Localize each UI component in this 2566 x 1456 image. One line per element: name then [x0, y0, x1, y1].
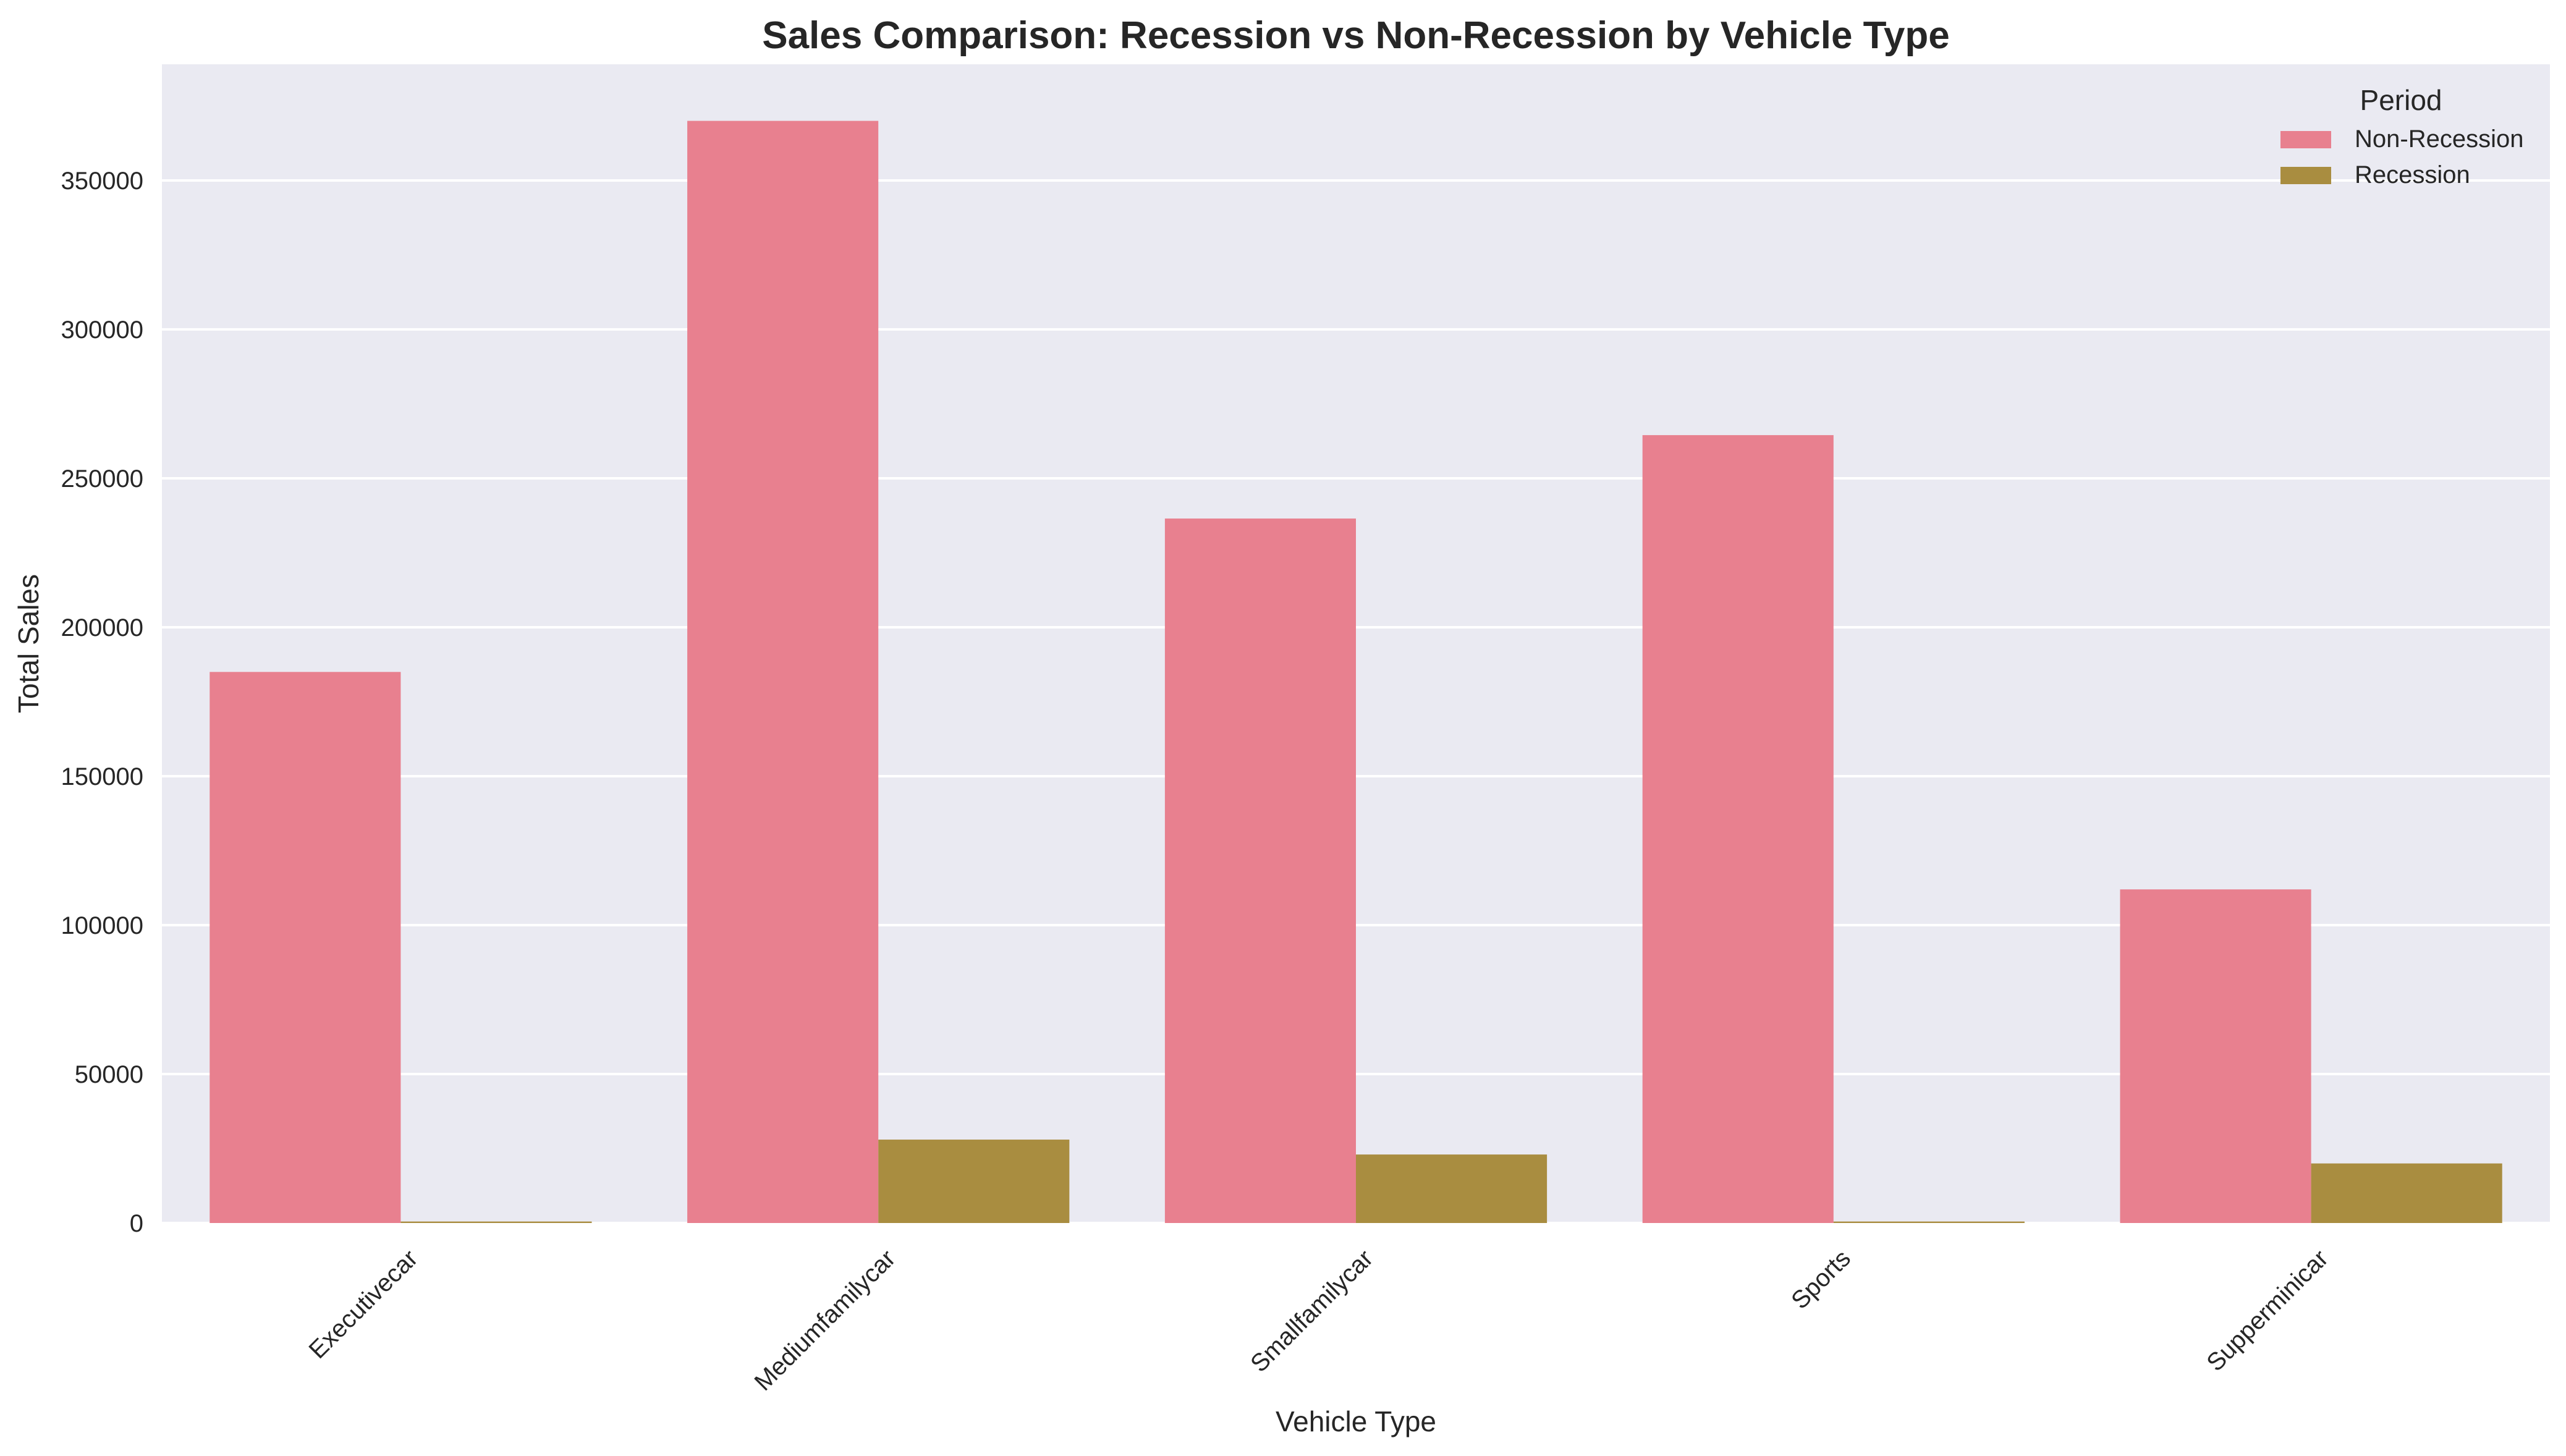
y-axis-label: Total Sales — [12, 574, 44, 713]
bar-non-recession-smallfamilycar — [1164, 518, 1356, 1223]
bar-non-recession-sports — [1642, 435, 1834, 1223]
legend-swatch — [2280, 167, 2331, 184]
legend-items: Non-Recession Recession — [2280, 125, 2523, 188]
bar-recession-mediumfamilycar — [878, 1140, 1070, 1223]
bar-recession-sports — [1833, 1221, 2025, 1223]
y-tick-label: 250000 — [61, 465, 143, 493]
legend-swatch — [2280, 131, 2331, 148]
legend: Period Non-Recession Recession — [2280, 84, 2523, 188]
bar-non-recession-supperminicar — [2120, 889, 2311, 1223]
y-tick-label: 50000 — [75, 1061, 143, 1088]
y-tick-label: 200000 — [61, 614, 143, 641]
y-tick-label: 300000 — [61, 316, 143, 344]
y-tick-label: 150000 — [61, 763, 143, 790]
y-tick-label: 0 — [130, 1210, 143, 1237]
bar-non-recession-executivecar — [210, 672, 401, 1223]
bar-non-recession-mediumfamilycar — [687, 121, 879, 1224]
bar-recession-supperminicar — [2311, 1163, 2502, 1223]
chart-title: Sales Comparison: Recession vs Non-Reces… — [762, 14, 1950, 57]
y-axis-ticks: 0 50000 100000 150000 200000 250000 300000 3500… — [61, 167, 143, 1237]
legend-label: Non-Recession — [2355, 125, 2523, 153]
legend-title: Period — [2360, 84, 2442, 116]
bar-recession-smallfamilycar — [1356, 1154, 1548, 1223]
x-axis-label: Vehicle Type — [1276, 1405, 1436, 1437]
legend-label: Recession — [2355, 161, 2470, 188]
bars — [210, 121, 2502, 1224]
y-tick-label: 350000 — [61, 167, 143, 195]
y-tick-label: 100000 — [61, 912, 143, 939]
bar-recession-executivecar — [400, 1221, 592, 1223]
